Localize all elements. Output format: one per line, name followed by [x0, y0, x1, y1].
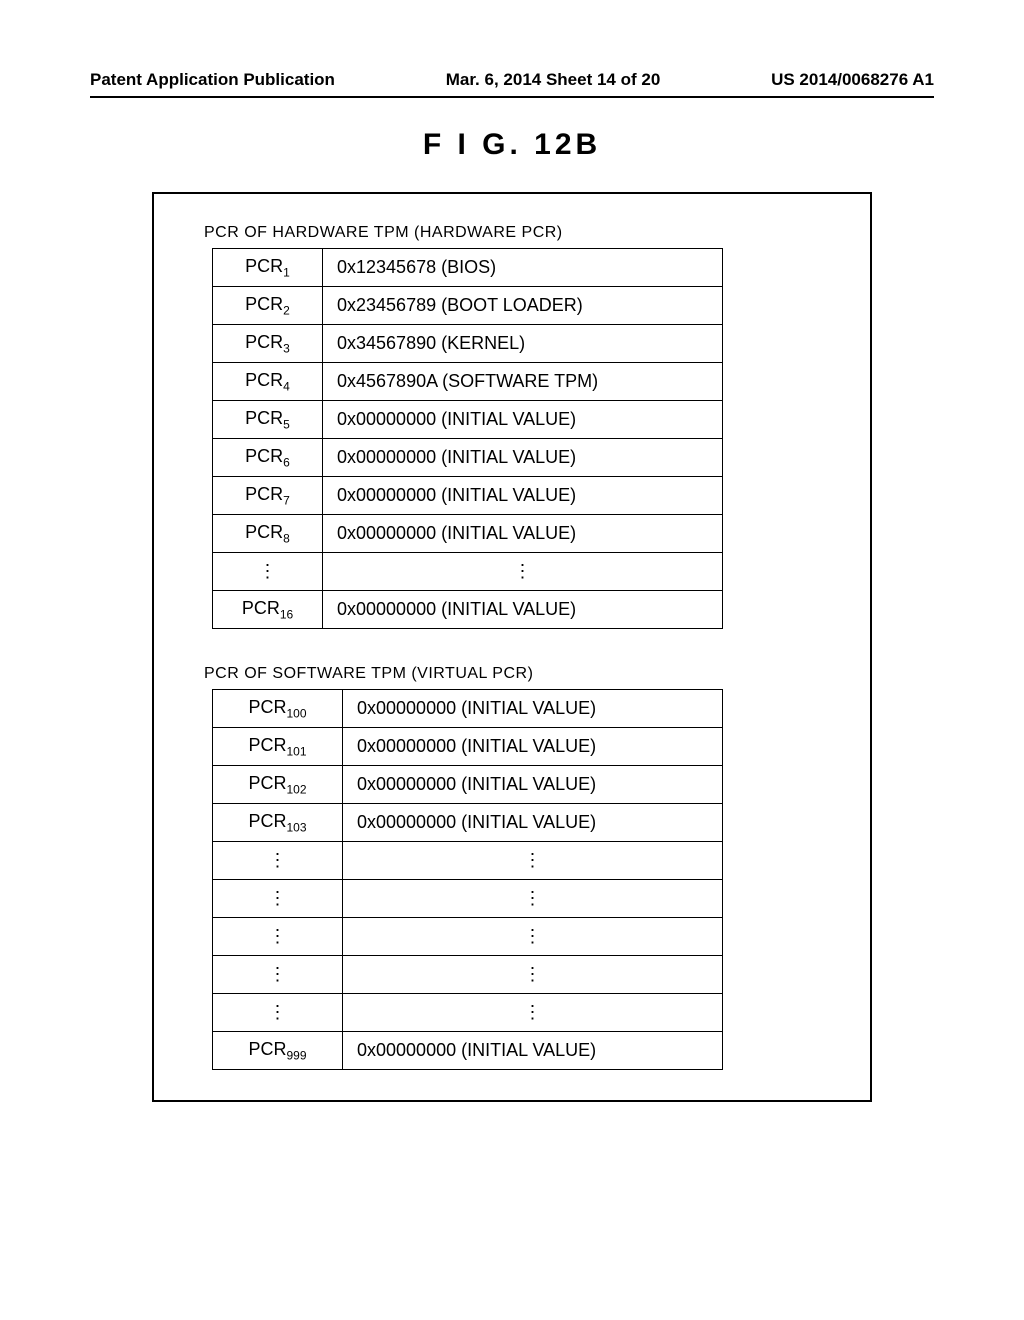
hardware-pcr-cell: PCR6 — [213, 439, 323, 477]
software-value-cell: 0x00000000 (INITIAL VALUE) — [343, 690, 723, 728]
page-header: Patent Application Publication Mar. 6, 2… — [90, 70, 934, 98]
table-row: PCR9990x00000000 (INITIAL VALUE) — [213, 1032, 723, 1070]
table-row: PCR70x00000000 (INITIAL VALUE) — [213, 477, 723, 515]
hardware-pcr-cell: PCR4 — [213, 363, 323, 401]
figure-title: F I G. 12B — [90, 128, 934, 162]
software-pcr-cell: PCR101 — [213, 728, 343, 766]
software-pcr-label: PCR OF SOFTWARE TPM (VIRTUAL PCR) — [204, 665, 830, 683]
software-value-cell: ⋮ — [343, 956, 723, 994]
table-row: PCR1010x00000000 (INITIAL VALUE) — [213, 728, 723, 766]
hardware-value-cell: 0x00000000 (INITIAL VALUE) — [323, 439, 723, 477]
table-row: PCR80x00000000 (INITIAL VALUE) — [213, 515, 723, 553]
software-pcr-cell: PCR999 — [213, 1032, 343, 1070]
hardware-pcr-cell: PCR2 — [213, 287, 323, 325]
hardware-pcr-cell: PCR7 — [213, 477, 323, 515]
software-value-cell: 0x00000000 (INITIAL VALUE) — [343, 766, 723, 804]
table-row: PCR1000x00000000 (INITIAL VALUE) — [213, 690, 723, 728]
software-pcr-table: PCR1000x00000000 (INITIAL VALUE)PCR1010x… — [212, 689, 723, 1070]
software-value-cell: ⋮ — [343, 842, 723, 880]
software-pcr-cell: ⋮ — [213, 880, 343, 918]
table-row: PCR30x34567890 (KERNEL) — [213, 325, 723, 363]
software-value-cell: ⋮ — [343, 994, 723, 1032]
table-row: PCR40x4567890A (SOFTWARE TPM) — [213, 363, 723, 401]
software-value-cell: ⋮ — [343, 918, 723, 956]
hardware-pcr-cell: ⋮ — [213, 553, 323, 591]
header-center: Mar. 6, 2014 Sheet 14 of 20 — [446, 70, 661, 90]
table-row: ⋮⋮ — [213, 994, 723, 1032]
software-pcr-cell: ⋮ — [213, 918, 343, 956]
software-value-cell: 0x00000000 (INITIAL VALUE) — [343, 1032, 723, 1070]
hardware-pcr-table: PCR10x12345678 (BIOS)PCR20x23456789 (BOO… — [212, 248, 723, 629]
table-row: ⋮⋮ — [213, 880, 723, 918]
software-pcr-cell: PCR100 — [213, 690, 343, 728]
hardware-value-cell: 0x00000000 (INITIAL VALUE) — [323, 477, 723, 515]
page: Patent Application Publication Mar. 6, 2… — [0, 0, 1024, 1320]
software-value-cell: 0x00000000 (INITIAL VALUE) — [343, 804, 723, 842]
hardware-pcr-cell: PCR1 — [213, 249, 323, 287]
hardware-value-cell: ⋮ — [323, 553, 723, 591]
hardware-value-cell: 0x00000000 (INITIAL VALUE) — [323, 591, 723, 629]
table-row: PCR1030x00000000 (INITIAL VALUE) — [213, 804, 723, 842]
hardware-pcr-cell: PCR3 — [213, 325, 323, 363]
software-value-cell: 0x00000000 (INITIAL VALUE) — [343, 728, 723, 766]
hardware-value-cell: 0x12345678 (BIOS) — [323, 249, 723, 287]
table-row: ⋮⋮ — [213, 956, 723, 994]
hardware-value-cell: 0x00000000 (INITIAL VALUE) — [323, 401, 723, 439]
table-row: PCR20x23456789 (BOOT LOADER) — [213, 287, 723, 325]
table-row: PCR160x00000000 (INITIAL VALUE) — [213, 591, 723, 629]
table-row: ⋮⋮ — [213, 553, 723, 591]
software-pcr-cell: ⋮ — [213, 994, 343, 1032]
hardware-pcr-cell: PCR5 — [213, 401, 323, 439]
table-row: ⋮⋮ — [213, 918, 723, 956]
hardware-value-cell: 0x34567890 (KERNEL) — [323, 325, 723, 363]
header-right: US 2014/0068276 A1 — [771, 70, 934, 90]
hardware-pcr-label: PCR OF HARDWARE TPM (HARDWARE PCR) — [204, 224, 830, 242]
software-pcr-cell: PCR103 — [213, 804, 343, 842]
software-value-cell: ⋮ — [343, 880, 723, 918]
table-row: ⋮⋮ — [213, 842, 723, 880]
table-row: PCR10x12345678 (BIOS) — [213, 249, 723, 287]
table-row: PCR50x00000000 (INITIAL VALUE) — [213, 401, 723, 439]
table-row: PCR60x00000000 (INITIAL VALUE) — [213, 439, 723, 477]
hardware-value-cell: 0x23456789 (BOOT LOADER) — [323, 287, 723, 325]
hardware-pcr-cell: PCR16 — [213, 591, 323, 629]
hardware-value-cell: 0x4567890A (SOFTWARE TPM) — [323, 363, 723, 401]
software-pcr-cell: ⋮ — [213, 842, 343, 880]
figure-box: PCR OF HARDWARE TPM (HARDWARE PCR) PCR10… — [152, 192, 872, 1102]
hardware-pcr-cell: PCR8 — [213, 515, 323, 553]
software-pcr-cell: ⋮ — [213, 956, 343, 994]
header-left: Patent Application Publication — [90, 70, 335, 90]
hardware-value-cell: 0x00000000 (INITIAL VALUE) — [323, 515, 723, 553]
table-row: PCR1020x00000000 (INITIAL VALUE) — [213, 766, 723, 804]
software-pcr-cell: PCR102 — [213, 766, 343, 804]
